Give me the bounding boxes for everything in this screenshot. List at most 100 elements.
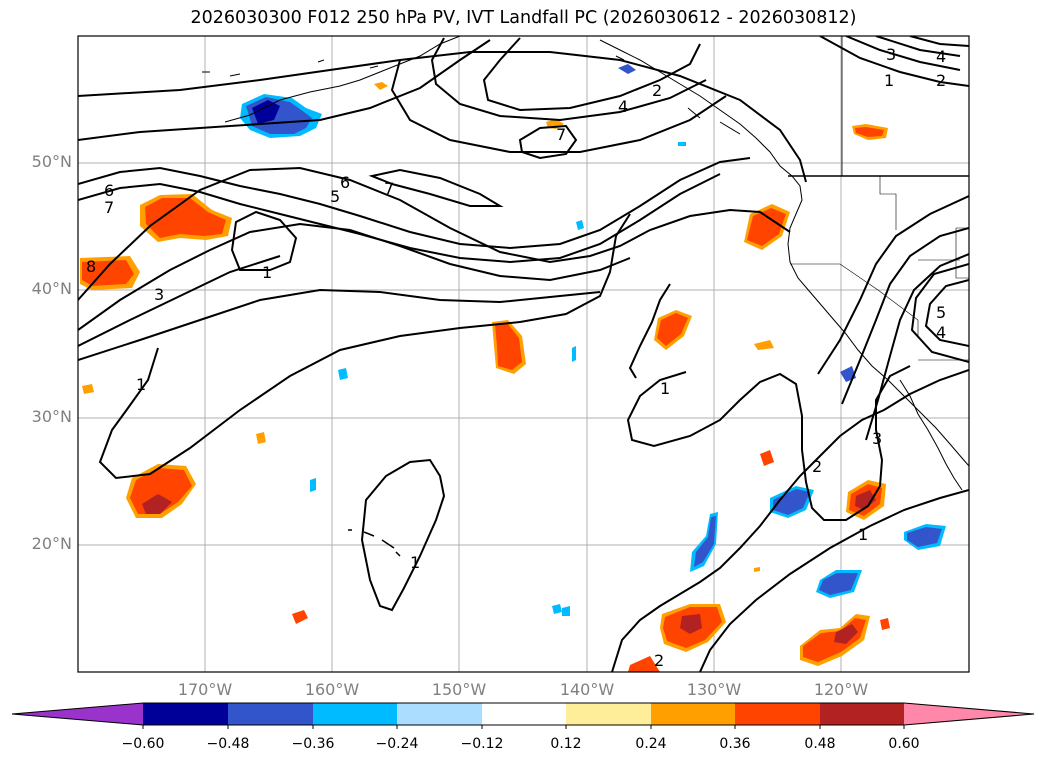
state-border — [790, 263, 919, 336]
anomaly-blob-pos — [660, 604, 726, 652]
colorbar — [11, 702, 1035, 729]
lon-label-140w: 140°W — [559, 680, 615, 699]
pv-contour-3b — [875, 36, 961, 57]
lon-label-130w: 130°W — [686, 680, 742, 699]
colorbar-swatch — [397, 703, 482, 725]
colorbar-ticks — [142, 725, 905, 729]
anomaly-blob-neg — [240, 94, 322, 138]
contour-label: 2 — [652, 81, 662, 100]
pv-contour-6 — [78, 255, 281, 347]
pv-contour-5 — [924, 279, 969, 347]
colorbar-tick-label: −0.60 — [121, 736, 165, 752]
contour-label: 2 — [654, 651, 664, 670]
contour-label: 6 — [104, 181, 114, 200]
contour-label: 7 — [384, 179, 394, 198]
coastline-hawaii — [348, 529, 401, 557]
anomaly-blob-pos — [760, 450, 774, 466]
pv-contour-2c — [841, 227, 969, 405]
anomaly-blob-pos — [800, 614, 870, 666]
positive-anomaly-regions — [80, 82, 890, 672]
pv-contour-1c — [628, 283, 671, 379]
pv-contour-4 — [910, 263, 969, 363]
pv-contour-2 — [78, 39, 491, 141]
anomaly-blob-neg — [310, 478, 316, 492]
pv-contour-closed — [518, 124, 578, 160]
anomaly-blob-neg — [338, 368, 348, 380]
pv-contour-9 — [430, 37, 707, 122]
colorbar-tick-label: −0.48 — [206, 736, 250, 752]
pv-contour-2b — [611, 369, 969, 672]
anomaly-blob-neg — [816, 570, 862, 598]
colorbar-swatch — [566, 703, 651, 725]
anomaly-blob-neg — [904, 524, 946, 550]
state-border — [955, 227, 969, 279]
contour-label: 6 — [340, 173, 350, 192]
colorbar-tick-label: 0.48 — [804, 736, 836, 752]
pv-contour-2 — [626, 365, 911, 521]
anomaly-blob-pos — [654, 310, 692, 350]
anomaly-blob-pos — [140, 194, 232, 242]
lon-label-120w: 120°W — [813, 680, 869, 699]
anomaly-blob-pos — [256, 432, 266, 444]
lon-label-160w: 160°W — [304, 680, 360, 699]
colorbar-swatch — [651, 703, 735, 725]
colorbar-swatch — [482, 703, 566, 725]
contour-label: 1 — [660, 379, 670, 398]
pv-contour-3 — [865, 253, 969, 441]
map-title: 2026030300 F012 250 hPa PV, IVT Landfall… — [190, 8, 857, 28]
colorbar-tick-label: −0.24 — [375, 736, 419, 752]
colorbar-swatch — [143, 703, 228, 725]
anomaly-blob-neg — [770, 486, 814, 518]
coastlines — [202, 36, 969, 557]
colorbar-extend-left — [12, 703, 143, 725]
negative-anomaly-regions — [240, 64, 946, 616]
coastline-aleutians — [224, 36, 461, 123]
contour-label: 7 — [104, 198, 114, 217]
coastline-north-america — [599, 39, 969, 467]
contour-label: 8 — [86, 257, 96, 276]
anomaly-blob-pos — [292, 610, 308, 624]
lon-label-150w: 150°W — [431, 680, 487, 699]
anomaly-blob-neg — [572, 346, 576, 362]
contour-label: 1 — [262, 263, 272, 282]
pv-contour-8 — [482, 37, 701, 112]
colorbar-swatch — [228, 703, 313, 725]
colorbar-tick-label: −0.36 — [291, 736, 335, 752]
pv-contour-closed — [230, 210, 298, 271]
anomaly-blob-neg — [562, 606, 570, 616]
anomaly-blob-pos — [744, 204, 790, 250]
state-border — [879, 176, 897, 230]
pv-contour-1f — [819, 36, 969, 87]
colorbar-extend-right — [904, 703, 1034, 725]
lat-label-30n: 30°N — [31, 407, 72, 426]
contour-labels: 6 7 8 3 1 5 6 7 7 4 2 3 1 2 4 1 1 1 2 3 … — [86, 45, 946, 670]
coastline-islands — [202, 55, 741, 135]
pv-contour-1 — [78, 166, 791, 301]
contour-label: 5 — [936, 303, 946, 322]
contour-label: 1 — [410, 553, 420, 572]
colorbar-tick-label: 0.60 — [888, 736, 920, 752]
colorbar-tick-label: 0.12 — [550, 736, 582, 752]
contour-label: 1 — [136, 375, 146, 394]
colorbar-swatch — [313, 703, 397, 725]
colorbar-tick-label: −0.12 — [460, 736, 504, 752]
pv-contour-10 — [390, 59, 727, 153]
coastline-baja — [899, 379, 963, 491]
gridlines — [78, 36, 969, 672]
map-frame — [77, 35, 970, 673]
pv-contour-5 — [78, 222, 631, 331]
anomaly-blob-pos — [374, 82, 388, 90]
anomaly-blob-neg — [678, 142, 686, 146]
pv-contour-closed — [368, 168, 504, 207]
contour-label: 2 — [936, 71, 946, 90]
contour-label: 3 — [872, 429, 882, 448]
contour-label: 4 — [618, 97, 628, 116]
pv-contour-1 — [78, 51, 807, 183]
anomaly-blob-neg — [618, 64, 636, 74]
contour-label: 2 — [812, 457, 822, 476]
contour-label: 4 — [936, 323, 946, 342]
anomaly-blob-neg — [552, 604, 562, 614]
anomaly-blob-pos — [846, 480, 886, 520]
colorbar-tick-label: 0.36 — [719, 736, 751, 752]
